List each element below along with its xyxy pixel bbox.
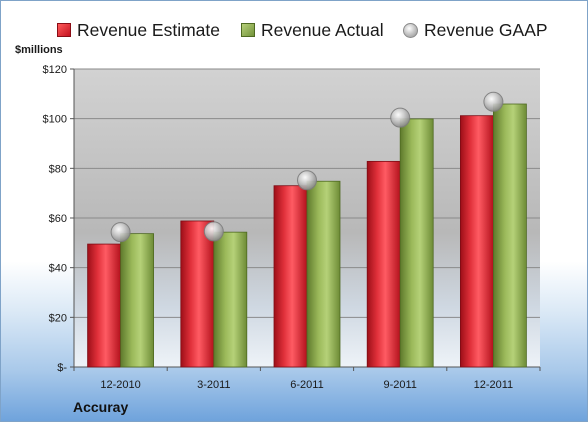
x-axis-ticks: 12-2010 3-2011 6-2011 9-2011 12-2011	[73, 367, 541, 391]
y-axis-unit-label: $millions	[15, 44, 63, 56]
company-name: Accuray	[73, 399, 129, 415]
x-tick-label: 3-2011	[197, 379, 230, 391]
bar-estimate-12-2010	[87, 243, 121, 368]
point-gaap-12-2011	[483, 91, 504, 112]
y-tick-label: $20	[49, 312, 67, 324]
bar-actual-6-2011	[306, 180, 341, 368]
legend-label-actual: Revenue Actual	[261, 19, 384, 40]
bar-actual-3-2011	[213, 231, 248, 368]
bar-actual-12-2010	[120, 233, 154, 368]
bar-estimate-6-2011	[273, 185, 308, 368]
bar-estimate-3-2011	[180, 220, 215, 368]
bar-actual-12-2011	[492, 103, 527, 368]
legend-label-estimate: Revenue Estimate	[77, 19, 220, 40]
x-tick-label: 9-2011	[383, 379, 416, 391]
point-gaap-9-2011	[390, 107, 411, 128]
bar-estimate-12-2011	[459, 115, 494, 368]
y-tick-label: $-	[57, 362, 67, 374]
y-tick-label: $120	[43, 64, 67, 76]
legend-swatch-estimate	[57, 23, 71, 37]
y-tick-label: $40	[49, 263, 67, 275]
bars	[87, 103, 527, 368]
x-tick-label: 12-2011	[474, 379, 514, 391]
bar-estimate-9-2011	[366, 160, 401, 368]
bar-actual-9-2011	[399, 118, 434, 368]
x-tick-label: 6-2011	[290, 379, 323, 391]
point-gaap-3-2011	[203, 221, 224, 242]
legend-item-estimate: Revenue Estimate	[57, 18, 220, 42]
y-tick-label: $100	[43, 114, 67, 126]
x-tick-label: 12-2010	[100, 379, 140, 391]
legend-swatch-gaap	[403, 22, 418, 38]
legend-swatch-actual	[241, 23, 255, 37]
legend-item-gaap: Revenue GAAP	[403, 18, 548, 42]
legend-label-gaap: Revenue GAAP	[424, 19, 548, 40]
y-tick-label: $80	[49, 163, 67, 175]
point-gaap-6-2011	[297, 170, 317, 191]
y-tick-label: $60	[49, 213, 67, 225]
point-gaap-12-2010	[110, 222, 131, 243]
gaap-points	[110, 91, 504, 243]
legend-item-actual: Revenue Actual	[241, 18, 384, 42]
